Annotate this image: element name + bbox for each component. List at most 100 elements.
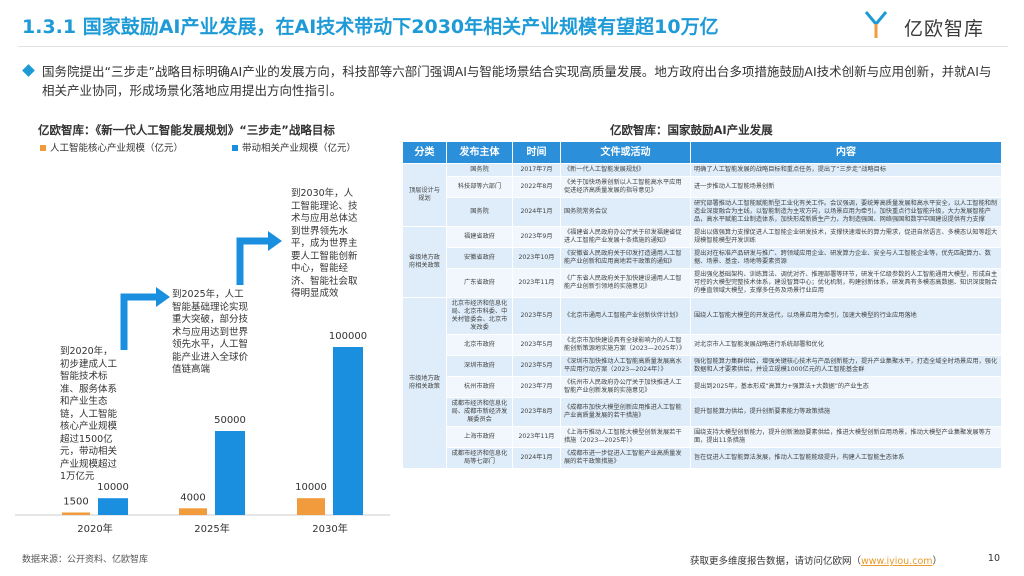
footer-link[interactable]: www.iyiou.com [861,556,933,567]
table-cell: 2024年1月 [512,447,561,469]
x-tick-label: 2030年 [312,522,347,535]
table-cell: 《福建省人民政府办公厅关于印发福建省促进人工智能产业发展十条措施的通知》 [560,226,691,248]
data-label: 4000 [180,492,205,503]
table-cell: 深圳市政府 [446,355,513,377]
table-cell: 提出强化基础架构、训练算法、调优对齐、推理部署等环节，研发千亿级参数的人工智能通… [690,268,1002,298]
table-cell: 强化智能算力集群供给，增强关键核心技术与产品创新能力，提升产业集聚水平，打造全域… [690,355,1002,377]
table-cell: 2023年5月 [512,297,561,335]
table-row: 国务院 2024年1月 国务院常务会议 研究部署推动人工智能赋能新型工业化有关工作。会… [403,197,1002,227]
table-cell: 研究部署推动人工智能赋能新型工业化有关工作。会议强调，要统筹高质量发展和高水平安… [690,197,1002,227]
table-row: 成都市经济和信息化局、成都市新经济发展委员会 2023年8月 《成都市加快大模型创新… [403,397,1002,427]
legend-label: 带动相关产业规模（亿元） [242,142,356,154]
table-body: 顶层设计与规划 国务院 2017年7月 《新一代人工智能发展规划》 明确了人工智能发展的… [402,163,1002,469]
arrow [120,293,158,350]
data-label: 50000 [214,415,246,426]
bar [62,512,90,515]
table-row: 上海市政府 2023年11月 《上海市推动人工智能大模型创新发展若干措施（2023—… [403,426,1002,448]
table-cell: 进一步推动人工智能场景创新 [690,176,1002,198]
table-title: 亿欧智库：国家鼓励AI产业发展 [610,123,773,137]
legend-swatch [232,145,238,151]
chart-title: 亿欧智库：《新一代人工智能发展规划》“三步走”战略目标 [38,123,335,137]
category-cell: 市级地方政府相关政策 [402,297,447,469]
table-row: 安徽省政府 2023年10月 《安徽省人民政府关于印发打造通用人工智能产业创新和应用… [403,247,1002,269]
table-row: 省级地方政府相关政策 福建省政府 2023年9月 《福建省人民政府办公厅关于印发福建省… [402,226,1002,298]
column-header: 发布主体 [446,141,513,164]
table-row: 深圳市政府 2023年5月 《深圳市加快推动人工智能高质量发展高水平应用行动方案（2… [403,355,1002,377]
table-cell: 《关于加快场景创新以人工智能高水平应用促进经济高质量发展的指导意见》 [560,176,691,198]
table-cell: 2023年9月 [512,226,561,248]
category-cell: 顶层设计与规划 [402,163,447,227]
logo-icon [864,11,888,38]
bullet [22,64,35,77]
table-cell: 对北京市人工智能发展战略进行系统部署和优化 [690,334,1002,356]
table-cell: 提出到2025年，基本形成“高算力+强算法+大数据”的产业生态 [690,376,1002,398]
table-cell: 提出对在标准产品研发与推广、跨领域应用企业、研发算力企业、安全与人工智能企业等，… [690,247,1002,269]
table-cell: 2023年7月 [512,376,561,398]
table-row: 成都市经济和信息化局等七部门 2024年1月 《成都市进一步促进人工智能产业高质量发… [403,447,1002,469]
source-note: 数据来源：公开资料、亿欧智库 [22,555,149,565]
table-cell: 上海市政府 [446,426,513,448]
logo-text: 亿欧智库 [903,18,984,40]
table-cell: 旨在促进人工智能算法发展，推动人工智能能级提升，构建人工智能生态体系 [690,447,1002,469]
table-cell: 2023年11月 [512,268,561,298]
data-label: 100000 [329,331,367,342]
data-label: 1500 [63,496,88,507]
bar [333,347,363,515]
table-cell: 《杭州市人民政府办公厅关于加快推进人工智能产业创新发展的实施意见》 [560,376,691,398]
table-cell: 广东省政府 [446,268,513,298]
x-tick-label: 2025年 [194,522,229,535]
footer-text: 获取更多维度报告数据，请访问亿欧网（ [690,556,862,567]
footer-note: 获取更多维度报告数据，请访问亿欧网（www.iyiou.com） [690,553,942,567]
table-row: 杭州市政府 2023年7月 《杭州市人民政府办公厅关于加快推进人工智能产业创新发展的… [403,376,1002,398]
data-label: 10000 [97,482,129,493]
table-container: 分类 发布主体 时间 文件或活动 内容 顶层设计与规划 国务院 2017年7月 《新一代人工智… [402,141,1002,469]
table-cell: 2024年1月 [512,197,561,227]
table-cell: 2023年8月 [512,397,561,427]
table-cell: 《安徽省人民政府关于印发打造通用人工智能产业创新和应用高地若干政策的通知》 [560,247,691,269]
table-cell: 科技部等六部门 [446,176,513,198]
column-header: 文件或活动 [560,141,691,164]
divider [18,46,1008,47]
table-cell: 2022年8月 [512,176,561,198]
column-header: 分类 [402,141,447,164]
column-header: 时间 [512,141,561,164]
table-cell: 安徽省政府 [446,247,513,269]
table-cell: 成都市经济和信息化局等七部门 [446,447,513,469]
table-row: 市级地方政府相关政策 北京市经济和信息化局、北京市科委、中关村管委会、北京市发改委… [402,297,1002,469]
table-row: 北京市政府 2023年5月 《北京市加快建设具有全球影响力的人工智能创新策源地实施方… [403,334,1002,356]
annotation: 到2030年，人工智能理论、技术与应用总体达到世界领先水平，成为世界主要人工智能… [291,188,358,299]
table-cell: 成都市经济和信息化局、成都市新经济发展委员会 [446,397,513,427]
table-cell: 2023年11月 [512,426,561,448]
table-cell: 2023年5月 [512,355,561,377]
bar [297,498,325,515]
annotation: 到2020年，初步建成人工智能技术标准、服务体系和产业生态链，人工智能核心产业规… [60,346,118,482]
bar [98,498,128,515]
table-cell: 2023年10月 [512,247,561,269]
table-cell: 《新一代人工智能发展规划》 [560,163,691,177]
table-cell: 北京市经济和信息化局、北京市科委、中关村管委会、北京市发改委 [446,297,513,335]
x-tick-label: 2020年 [77,522,112,535]
legend-label: 人工智能核心产业规模（亿元） [50,142,183,154]
table-cell: 《北京市通用人工智能产业创新伙伴计划》 [560,297,691,335]
table-cell: 《上海市推动人工智能大模型创新发展若干措施（2023—2025年）》 [560,426,691,448]
table-cell: 《北京市加快建设具有全球影响力的人工智能创新策源地实施方案（2023—2025年… [560,334,691,356]
table-cell: 围绕支持大模型创新能力，提升创新激励要素供给，推进大模型创新应用场景，推动大模型… [690,426,1002,448]
table-cell: 明确了人工智能发展的战略目标和重点任务，提出了“三步走”战略目标 [690,163,1002,177]
policy-table: 分类 发布主体 时间 文件或活动 内容 顶层设计与规划 国务院 2017年7月 《新一代人工智… [402,141,1002,469]
arrow-head [156,287,170,307]
table-row: 顶层设计与规划 国务院 2017年7月 《新一代人工智能发展规划》 明确了人工智能发展的… [402,163,1002,227]
table-cell: 《成都市进一步促进人工智能产业高质量发展的若干政策措施》 [560,447,691,469]
table-cell: 提升智能算力供给，提升创新要素能力等政策措施 [690,397,1002,427]
table-cell: 杭州市政府 [446,376,513,398]
page-number: 10 [987,553,1000,564]
table-cell: 国务院 [446,163,513,177]
table-cell: 2017年7月 [512,163,561,177]
column-header: 内容 [690,141,1002,164]
bar [215,431,245,515]
table-cell: 《成都市加快大模型创新应用推进人工智能产业高质量发展的若干措施》 [560,397,691,427]
arrow-head [268,231,282,251]
stair-arrows [120,237,270,350]
bar [179,508,207,515]
category-cell: 省级地方政府相关政策 [402,226,447,298]
